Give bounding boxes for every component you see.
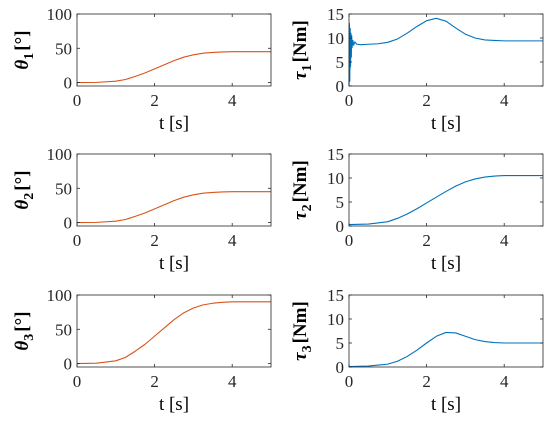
- x-tick-label: 4: [228, 231, 237, 250]
- y-axis-label-symbol: θ: [12, 200, 33, 210]
- x-tick-label: 4: [228, 372, 237, 391]
- x-tick-label: 4: [500, 372, 509, 391]
- series-line: [76, 301, 271, 365]
- y-tick-label: 5: [336, 334, 345, 353]
- x-tick-label: 0: [345, 372, 354, 391]
- plot-area-box: [348, 13, 544, 87]
- y-tick-label: 0: [336, 358, 345, 377]
- y-axis-label-symbol: τ: [290, 211, 311, 220]
- plot-area-box: [76, 13, 272, 87]
- x-tick-label: 4: [500, 231, 509, 250]
- y-axis-label: τ3 [Nm]: [290, 301, 315, 361]
- y-axis-label-subscript: 2: [22, 193, 37, 200]
- x-tick-label: 0: [345, 91, 354, 110]
- x-axis-label: t [s]: [159, 113, 189, 134]
- y-axis-label-subscript: 2: [300, 204, 315, 211]
- y-axis-label-unit: [°]: [12, 170, 33, 190]
- y-axis-label-unit: [°]: [12, 311, 33, 331]
- y-tick-label: 50: [55, 39, 72, 58]
- y-tick-label: 0: [64, 214, 73, 233]
- y-tick-label: 10: [327, 310, 344, 329]
- subplot: 0 2 4 0 50 100 t [s] θ1 [°]: [12, 5, 272, 134]
- x-tick-label: 4: [500, 91, 509, 110]
- series-line: [348, 331, 543, 368]
- x-tick-label: 2: [150, 91, 159, 110]
- x-tick-label: 2: [422, 372, 431, 391]
- y-axis-label: τ1 [Nm]: [290, 20, 315, 80]
- y-tick-label: 100: [47, 5, 73, 24]
- y-axis-label-unit: [Nm]: [290, 160, 311, 202]
- y-tick-label: 10: [327, 29, 344, 48]
- y-tick-label: 50: [55, 179, 72, 198]
- y-axis-label-subscript: 1: [300, 64, 315, 71]
- y-axis-label: θ1 [°]: [12, 30, 37, 69]
- y-axis-label-unit: [Nm]: [290, 301, 311, 343]
- x-axis-label: t [s]: [431, 253, 461, 274]
- series-line: [348, 175, 543, 226]
- y-tick-label: 100: [47, 286, 73, 305]
- y-tick-label: 0: [64, 74, 73, 93]
- x-tick-label: 4: [228, 91, 237, 110]
- y-tick-label: 15: [327, 5, 344, 24]
- y-axis-label: τ2 [Nm]: [290, 160, 315, 220]
- x-axis-label: t [s]: [159, 253, 189, 274]
- plot-area-box: [348, 153, 544, 227]
- plot-area-box: [348, 294, 544, 368]
- y-axis-label-symbol: τ: [290, 71, 311, 80]
- y-tick-label: 5: [336, 53, 345, 72]
- y-axis-label-subscript: 1: [22, 53, 37, 60]
- y-axis-label-unit: [Nm]: [290, 20, 311, 62]
- x-tick-label: 0: [345, 231, 354, 250]
- y-axis-label-symbol: θ: [12, 60, 33, 70]
- y-tick-label: 50: [55, 320, 72, 339]
- x-tick-label: 0: [73, 231, 82, 250]
- y-tick-label: 10: [327, 169, 344, 188]
- y-tick-label: 15: [327, 145, 344, 164]
- series-line: [76, 191, 271, 224]
- series-line: [76, 51, 271, 84]
- y-tick-label: 100: [47, 145, 73, 164]
- y-axis-label-symbol: θ: [12, 341, 33, 351]
- x-axis-label: t [s]: [431, 394, 461, 415]
- series-line: [348, 17, 543, 87]
- x-tick-label: 0: [73, 91, 82, 110]
- x-tick-label: 2: [150, 372, 159, 391]
- plot-area-box: [76, 153, 272, 227]
- y-axis-label: θ2 [°]: [12, 170, 37, 209]
- y-tick-label: 15: [327, 286, 344, 305]
- y-tick-label: 0: [336, 217, 345, 236]
- y-axis-label: θ3 [°]: [12, 311, 37, 350]
- y-tick-label: 5: [336, 193, 345, 212]
- x-tick-label: 2: [422, 91, 431, 110]
- y-tick-label: 0: [336, 77, 345, 96]
- x-tick-label: 2: [422, 231, 431, 250]
- y-tick-label: 0: [64, 355, 73, 374]
- y-axis-label-symbol: τ: [290, 352, 311, 361]
- y-axis-label-subscript: 3: [300, 345, 315, 352]
- plot-area-box: [76, 294, 272, 368]
- x-tick-label: 2: [150, 231, 159, 250]
- x-tick-label: 0: [73, 372, 82, 391]
- x-axis-label: t [s]: [431, 113, 461, 134]
- x-axis-label: t [s]: [159, 394, 189, 415]
- y-axis-label-unit: [°]: [12, 30, 33, 50]
- subplot: 0 2 4 0 50 100 t [s] θ3 [°]: [12, 286, 272, 415]
- y-axis-label-subscript: 3: [22, 334, 37, 341]
